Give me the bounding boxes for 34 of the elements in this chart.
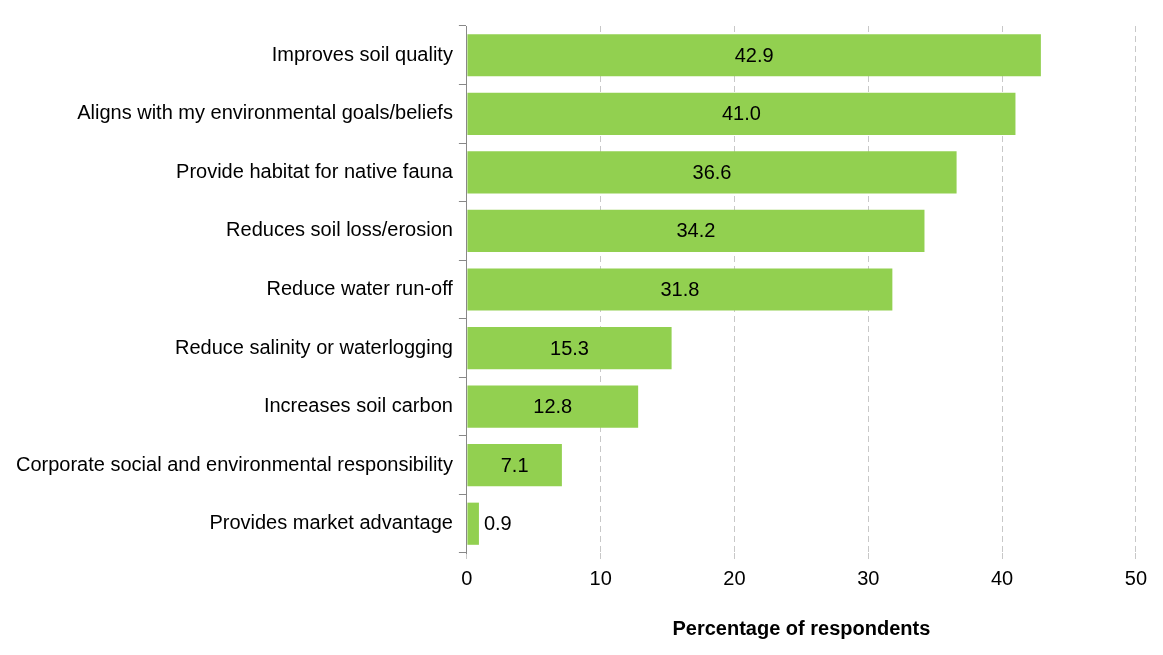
x-tick-label: 0	[461, 566, 473, 589]
bar	[467, 444, 562, 487]
data-label: 7.1	[500, 453, 529, 476]
bar	[467, 92, 1016, 135]
y-tick-label: Reduce water run-off	[266, 277, 454, 300]
y-tick-label: Increases soil carbon	[263, 394, 453, 417]
data-label: 0.9	[483, 512, 512, 535]
data-label: 42.9	[734, 43, 774, 66]
x-tick-label: 30	[857, 566, 880, 589]
data-label: 41.0	[721, 102, 761, 125]
data-label: 31.8	[660, 278, 700, 301]
y-tick-label: Provides market advantage	[209, 511, 453, 534]
y-tick-label: Provide habitat for native fauna	[176, 159, 454, 182]
x-tick-label: 50	[1124, 566, 1147, 589]
x-axis-title: Percentage of respondents	[672, 616, 931, 639]
x-tick-label: 20	[723, 566, 746, 589]
bar	[467, 326, 672, 370]
data-label: 36.6	[692, 160, 732, 183]
y-tick-label: Reduce salinity or waterlogging	[174, 335, 453, 358]
data-label: 12.8	[533, 395, 573, 418]
y-tick-label: Corporate social and environmental responsibility	[15, 452, 453, 475]
bar	[467, 385, 639, 428]
data-label: 15.3	[550, 336, 589, 359]
bar	[467, 209, 925, 253]
x-tick-label: 10	[589, 566, 612, 589]
y-tick-label: Reduces soil loss/erosion	[226, 218, 453, 241]
data-label: 34.2	[676, 219, 716, 242]
y-tick-label: Improves soil quality	[271, 42, 453, 65]
bar	[467, 502, 479, 545]
bar	[467, 34, 1041, 77]
bar	[467, 268, 893, 311]
x-tick-label: 40	[990, 566, 1014, 589]
bar	[467, 151, 957, 194]
y-tick-label: Aligns with my environmental goals/beliefs	[77, 101, 453, 124]
